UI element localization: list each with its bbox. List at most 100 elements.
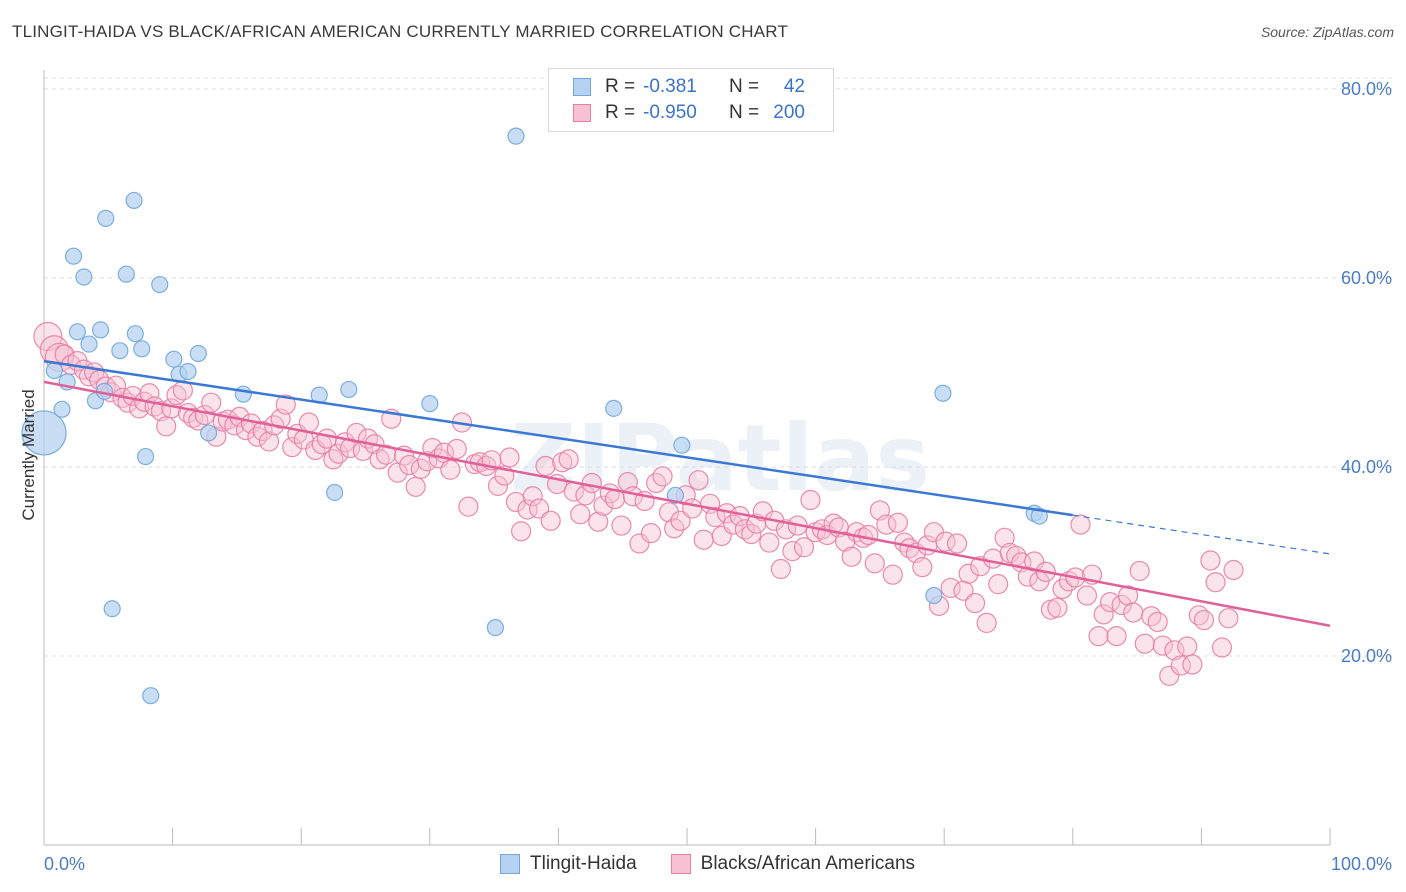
x-tick-label: 0.0%: [44, 854, 85, 874]
watermark: ZIPatlas: [510, 405, 930, 512]
point-blacks-african-americans: [1200, 550, 1221, 571]
point-blacks-african-americans: [275, 394, 296, 415]
gridlines: [44, 77, 1392, 657]
point-blacks-african-americans: [328, 443, 349, 464]
point-blacks-african-americans: [282, 437, 303, 458]
point-tlingit-haida: [507, 127, 525, 145]
point-blacks-african-americans: [1106, 626, 1127, 647]
point-blacks-african-americans: [1141, 606, 1162, 627]
point-blacks-african-americans: [770, 558, 791, 580]
trendlines: [43, 359, 1331, 627]
y-axis-label: Currently Married: [19, 389, 38, 520]
point-blacks-african-americans: [1170, 655, 1191, 676]
y-tick-labels: 20.0% 40.0% 60.0% 80.0%: [1341, 79, 1392, 666]
point-blacks-african-americans: [258, 431, 280, 452]
point-blacks-african-americans: [988, 574, 1009, 595]
point-blacks-african-americans: [252, 420, 273, 442]
axes: [43, 70, 1331, 846]
point-blacks-african-americans: [858, 524, 879, 546]
point-tlingit-haida: [142, 687, 160, 705]
legend-label: Tlingit-Haida: [530, 853, 637, 874]
point-blacks-african-americans: [487, 475, 509, 496]
point-tlingit-haida: [136, 447, 155, 466]
point-blacks-african-americans: [346, 422, 367, 444]
legend-label: Blacks/African Americans: [700, 853, 916, 874]
point-blacks-african-americans: [1147, 611, 1168, 633]
point-blacks-african-americans: [1134, 633, 1155, 654]
point-tlingit-haida: [326, 483, 344, 502]
point-blacks-african-americans: [1123, 602, 1144, 623]
point-blacks-african-americans: [964, 592, 986, 614]
point-blacks-african-americans: [517, 499, 538, 520]
trendline-extension-tlingit-haida: [1072, 514, 1331, 555]
point-tlingit-haida: [53, 400, 71, 418]
point-blacks-african-americans: [1218, 608, 1239, 629]
point-blacks-african-americans: [682, 498, 703, 519]
legend-item-tlingit-haida[interactable]: Tlingit-Haida: [500, 853, 637, 875]
legend-r-value: -0.950: [643, 102, 697, 123]
point-blacks-african-americans: [1093, 604, 1114, 625]
point-tlingit-haida: [340, 380, 358, 399]
point-tlingit-haida: [133, 340, 151, 358]
legend-n-label: N =: [729, 102, 760, 123]
point-tlingit-haida: [64, 247, 83, 265]
source-label: Source: ZipAtlas.com: [1260, 24, 1394, 40]
point-tlingit-haida: [103, 600, 121, 618]
point-blacks-african-americans: [1223, 559, 1244, 581]
point-tlingit-haida: [179, 362, 197, 381]
point-blacks-african-americans: [629, 533, 650, 554]
point-tlingit-haida: [111, 342, 129, 360]
legend-item-blacks-african-americans[interactable]: Blacks/African Americans: [670, 853, 916, 875]
legend-r-label: R =: [605, 102, 636, 123]
point-blacks-african-americans: [782, 540, 803, 562]
point-blacks-african-americans: [1070, 514, 1091, 535]
series-tlingit-haida: [21, 127, 1048, 705]
point-blacks-african-americans: [946, 533, 968, 554]
point-blacks-african-americans: [422, 437, 443, 459]
point-blacks-african-americans: [640, 523, 662, 544]
point-tlingit-haida: [151, 275, 169, 294]
point-blacks-african-americans: [1182, 654, 1203, 675]
point-tlingit-haida: [45, 361, 63, 380]
point-tlingit-haida: [75, 268, 93, 286]
point-blacks-african-americans: [1152, 635, 1173, 656]
point-blacks-african-americans: [570, 504, 591, 525]
point-blacks-african-americans: [593, 495, 614, 516]
point-blacks-african-americans: [511, 521, 532, 542]
y-tick-label: 20.0%: [1341, 646, 1392, 666]
point-blacks-african-americans: [1076, 585, 1098, 606]
point-blacks-african-americans: [201, 392, 222, 413]
point-blacks-african-americans: [1164, 640, 1185, 661]
point-blacks-african-americans: [864, 553, 885, 574]
point-blacks-african-americans: [958, 563, 979, 584]
trendline-blacks-african-americans: [43, 380, 1331, 627]
series-blacks-african-americans: [33, 321, 1244, 686]
point-blacks-african-americans: [540, 510, 561, 531]
legend-row-tlingit-haida: R = -0.381 N = 42: [573, 75, 805, 99]
x-tick-labels: 0.0% 100.0%: [44, 854, 1392, 874]
point-blacks-african-americans: [156, 416, 177, 437]
point-blacks-african-americans: [1205, 572, 1226, 593]
point-blacks-african-americans: [588, 511, 609, 532]
point-tlingit-haida: [91, 321, 110, 339]
point-blacks-african-americans: [1129, 560, 1150, 582]
series-legend: Tlingit-Haida Blacks/African Americans: [500, 852, 949, 876]
point-blacks-african-americans: [339, 437, 361, 459]
point-blacks-african-americans: [535, 455, 556, 477]
point-blacks-african-americans: [1177, 636, 1198, 657]
point-blacks-african-americans: [529, 498, 550, 519]
point-tlingit-haida: [1030, 507, 1048, 525]
point-blacks-african-americans: [658, 502, 680, 523]
point-blacks-african-americans: [581, 472, 602, 494]
point-tlingit-haida: [673, 436, 691, 454]
point-blacks-african-americans: [1193, 609, 1215, 631]
point-blacks-african-americans: [940, 577, 961, 599]
point-blacks-african-americans: [1047, 597, 1068, 618]
point-blacks-african-americans: [1159, 665, 1180, 686]
point-blacks-african-americans: [705, 506, 726, 528]
point-tlingit-haida: [125, 191, 143, 210]
point-blacks-african-americans: [405, 476, 426, 497]
legend-swatch-blue: [573, 78, 591, 96]
legend-swatch-pink: [573, 104, 591, 122]
